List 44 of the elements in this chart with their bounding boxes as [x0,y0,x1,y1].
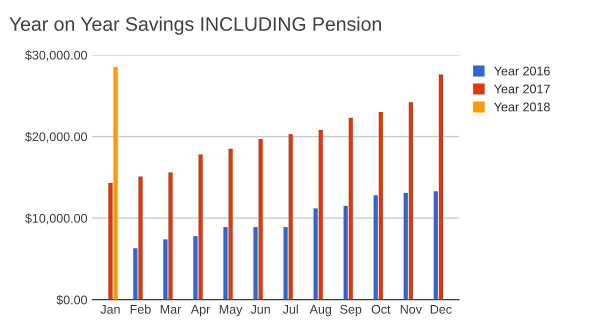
bar [344,206,348,300]
bar [168,172,173,300]
bar [198,154,203,300]
x-tick-label: Jan [100,305,120,314]
bar [193,236,198,300]
bar [163,239,168,300]
y-tick-label: $0.00 [56,294,88,306]
bar [348,118,353,300]
x-tick-label: Mar [160,305,182,314]
bar [253,227,258,300]
bar [374,195,378,300]
bar [408,102,413,300]
bar [438,74,443,300]
y-tick-label: $10,000.00 [25,213,88,224]
bar [314,208,318,300]
x-tick-label: May [220,305,242,316]
bar [378,112,383,300]
bar [288,134,293,300]
legend-label: Year 2017 [494,84,550,94]
bar [434,191,438,300]
x-tick-label: Oct [372,304,390,314]
bar [133,248,138,300]
bar [404,192,408,300]
x-tick-label: Apr [190,305,210,316]
bar [228,148,233,300]
bar [138,176,143,300]
legend-label: Year 2016 [494,66,550,76]
bar [108,183,113,300]
x-tick-label: Sep [340,304,362,316]
x-tick-label: Jun [250,305,270,314]
x-tick-label: Nov [400,305,422,314]
y-tick-label: $20,000.00 [25,132,88,143]
x-tick-label: Feb [130,304,151,314]
bar [113,67,118,300]
bar [223,227,228,300]
y-tick-label: $30,000.00 [25,50,88,62]
x-tick-label: Aug [310,305,332,316]
chart-title: Year on Year Savings INCLUDING Pension [9,16,381,35]
bar [318,130,323,300]
x-tick-label: Dec [430,305,452,314]
bar [258,138,263,300]
bar [283,227,288,300]
legend-label: Year 2018 [494,102,550,112]
x-tick-label: Jul [282,304,298,314]
